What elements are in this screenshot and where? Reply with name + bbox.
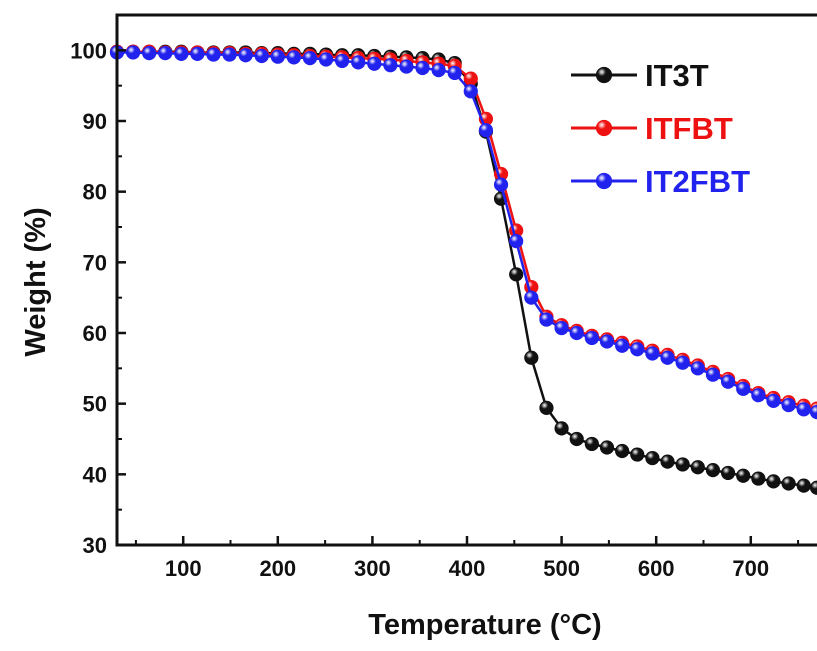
y-tick-label: 70 — [83, 250, 107, 275]
legend-swatch-marker — [597, 68, 612, 83]
data-point-it2fbt — [368, 57, 381, 70]
data-point-it2fbt — [159, 47, 172, 60]
data-point-it2fbt — [223, 48, 236, 61]
x-tick-label: 600 — [638, 556, 675, 581]
data-point-it3t — [585, 437, 598, 450]
data-point-it2fbt — [191, 47, 204, 60]
data-point-it2fbt — [767, 394, 780, 407]
data-point-it3t — [691, 461, 704, 474]
legend-label-it3t: IT3T — [645, 58, 709, 93]
data-point-it2fbt — [239, 49, 252, 62]
data-point-it3t — [570, 433, 583, 446]
data-point-it3t — [782, 477, 795, 490]
data-point-it2fbt — [691, 362, 704, 375]
data-point-it2fbt — [320, 53, 333, 66]
data-point-it2fbt — [570, 327, 583, 340]
y-axis-title: Weight (%) — [20, 207, 52, 356]
legend-label-it2fbt: IT2FBT — [645, 164, 750, 199]
data-point-it3t — [601, 441, 614, 454]
data-point-it2fbt — [336, 54, 349, 67]
data-point-it3t — [646, 452, 659, 465]
data-point-it2fbt — [510, 235, 523, 248]
data-point-it2fbt — [175, 47, 188, 60]
legend: IT3T ITFBT IT2FBT — [571, 58, 750, 199]
data-point-it3t — [737, 469, 750, 482]
data-point-it2fbt — [631, 343, 644, 356]
data-point-it2fbt — [540, 313, 553, 326]
y-tick-label: 50 — [83, 392, 107, 417]
data-point-it3t — [616, 445, 629, 458]
data-point-it2fbt — [706, 368, 719, 381]
y-tick-label: 40 — [83, 462, 107, 487]
data-point-it2fbt — [464, 85, 477, 98]
data-point-it3t — [811, 481, 817, 494]
x-axis-title: Temperature (°C) — [368, 609, 601, 641]
legend-swatch-marker — [597, 121, 612, 136]
x-tick-label: 500 — [543, 556, 580, 581]
data-point-it3t — [661, 455, 674, 468]
legend-label-itfbt: ITFBT — [645, 111, 733, 146]
data-point-it2fbt — [601, 335, 614, 348]
y-tick-label: 90 — [83, 109, 107, 134]
data-point-it2fbt — [303, 52, 316, 65]
x-tick-label: 700 — [732, 556, 769, 581]
data-point-it2fbt — [646, 347, 659, 360]
data-point-it3t — [767, 475, 780, 488]
data-point-it2fbt — [737, 382, 750, 395]
data-point-it2fbt — [448, 66, 461, 79]
data-point-it2fbt — [479, 124, 492, 137]
data-point-it2fbt — [495, 178, 508, 191]
y-tick-label: 100 — [70, 38, 107, 63]
data-point-it2fbt — [797, 403, 810, 416]
data-point-it3t — [525, 351, 538, 364]
data-point-it3t — [676, 458, 689, 471]
data-point-it2fbt — [432, 64, 445, 77]
data-point-it2fbt — [416, 62, 429, 75]
series-line-it2fbt — [117, 52, 817, 412]
data-point-it3t — [722, 466, 735, 479]
y-tick-label: 80 — [83, 180, 107, 205]
data-point-it3t — [631, 448, 644, 461]
data-point-it2fbt — [555, 322, 568, 335]
data-point-it2fbt — [616, 339, 629, 352]
y-tick-label: 60 — [83, 321, 107, 346]
data-point-it2fbt — [207, 48, 220, 61]
data-point-it2fbt — [384, 59, 397, 72]
data-point-it3t — [706, 464, 719, 477]
x-tick-label: 100 — [165, 556, 202, 581]
data-point-it2fbt — [722, 375, 735, 388]
data-point-it2fbt — [676, 356, 689, 369]
data-point-it2fbt — [585, 331, 598, 344]
data-point-it3t — [797, 479, 810, 492]
data-point-it2fbt — [661, 351, 674, 364]
data-point-it2fbt — [752, 389, 765, 402]
x-tick-label: 200 — [259, 556, 296, 581]
data-point-itfbt — [464, 72, 477, 85]
data-point-it2fbt — [255, 49, 268, 62]
data-point-it2fbt — [143, 47, 156, 60]
data-point-it2fbt — [352, 56, 365, 69]
data-point-it2fbt — [271, 50, 284, 63]
data-point-it3t — [555, 422, 568, 435]
data-point-it3t — [752, 472, 765, 485]
data-point-it2fbt — [525, 291, 538, 304]
data-point-it2fbt — [782, 399, 795, 412]
series-line-itfbt — [117, 52, 817, 409]
legend-swatch-marker — [597, 174, 612, 189]
data-point-it2fbt — [127, 46, 140, 59]
x-tick-label: 400 — [449, 556, 486, 581]
y-tick-label: 30 — [83, 533, 107, 558]
data-point-it3t — [510, 268, 523, 281]
data-point-it3t — [540, 401, 553, 414]
data-point-it2fbt — [400, 60, 413, 73]
x-tick-label: 300 — [354, 556, 391, 581]
data-point-it2fbt — [287, 51, 300, 64]
